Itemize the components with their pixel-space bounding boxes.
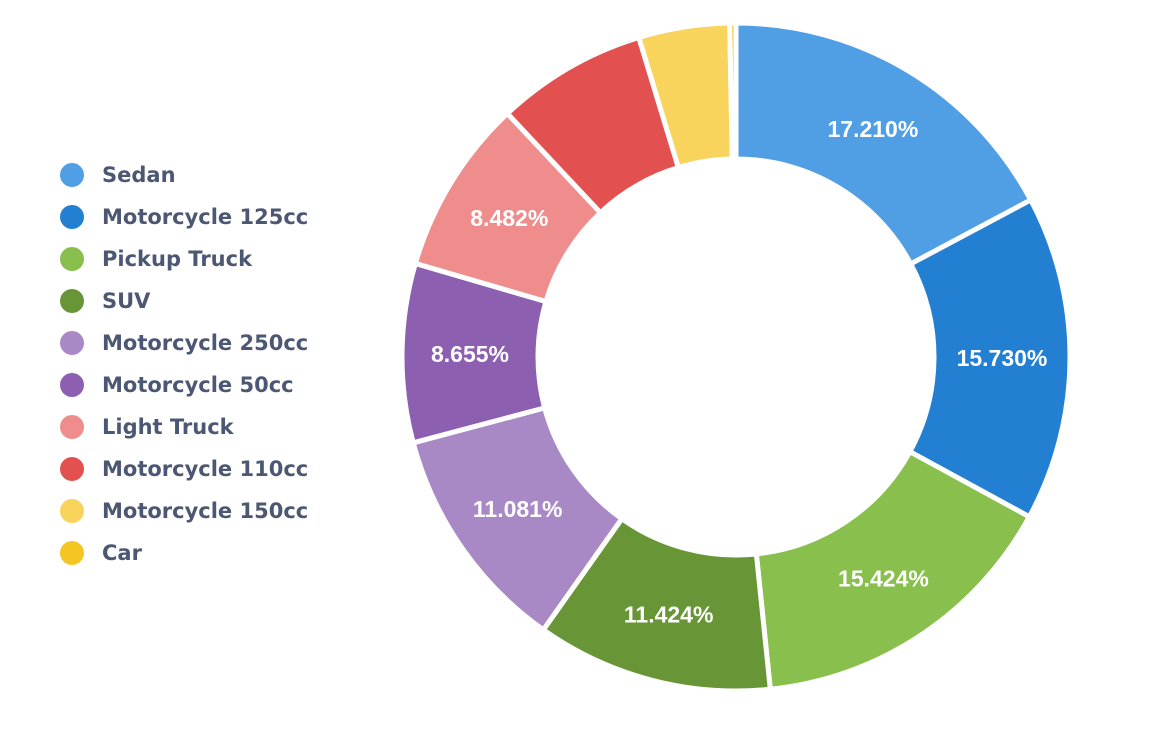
legend-label: Motorcycle 50cc [102,373,294,397]
donut-data-labels: 17.210% 15.730% 15.424% 11.424% 11.081% 8.655… [431,116,1047,627]
legend-label: SUV [102,289,151,313]
donut-slice[interactable] [907,197,1073,520]
slice-data-label: 15.424% [838,565,929,591]
legend-label: Car [102,541,142,565]
slice-data-label: 15.730% [957,345,1048,371]
legend: Sedan Motorcycle 125cc Pickup Truck SUV Moto… [60,154,308,574]
donut-slice[interactable] [753,449,1032,692]
legend-swatch [60,205,84,229]
donut-slices [399,20,1073,694]
legend-label: Pickup Truck [102,247,253,271]
slice-data-label: 11.424% [624,601,714,627]
legend-swatch [60,289,84,313]
legend-item[interactable]: Light Truck [60,406,308,448]
slice-data-label: 11.081% [473,496,563,522]
legend-swatch [60,415,84,439]
legend-label: Motorcycle 110cc [102,457,309,481]
donut-slice[interactable] [733,20,1034,267]
legend-item[interactable]: Car [60,532,308,574]
legend-item[interactable]: Sedan [60,154,308,196]
donut-slice[interactable] [727,20,739,162]
slice-data-label: 17.210% [827,116,918,142]
legend-label: Motorcycle 250cc [102,331,309,355]
legend-item[interactable]: Motorcycle 110cc [60,448,308,490]
legend-item[interactable]: Motorcycle 150cc [60,490,308,532]
legend-item[interactable]: SUV [60,280,308,322]
legend-swatch [60,247,84,271]
legend-label: Sedan [102,163,176,187]
legend-item[interactable]: Pickup Truck [60,238,308,280]
legend-label: Motorcycle 150cc [102,499,309,523]
legend-swatch [60,457,84,481]
legend-item[interactable]: Motorcycle 125cc [60,196,308,238]
legend-label: Motorcycle 125cc [102,205,309,229]
legend-item[interactable]: Motorcycle 250cc [60,322,308,364]
legend-swatch [60,163,84,187]
slice-data-label: 8.655% [431,341,509,367]
legend-label: Light Truck [102,415,234,439]
legend-item[interactable]: Motorcycle 50cc [60,364,308,406]
legend-swatch [60,373,84,397]
legend-swatch [60,331,84,355]
legend-swatch [60,499,84,523]
slice-data-label: 8.482% [470,205,548,231]
legend-swatch [60,541,84,565]
